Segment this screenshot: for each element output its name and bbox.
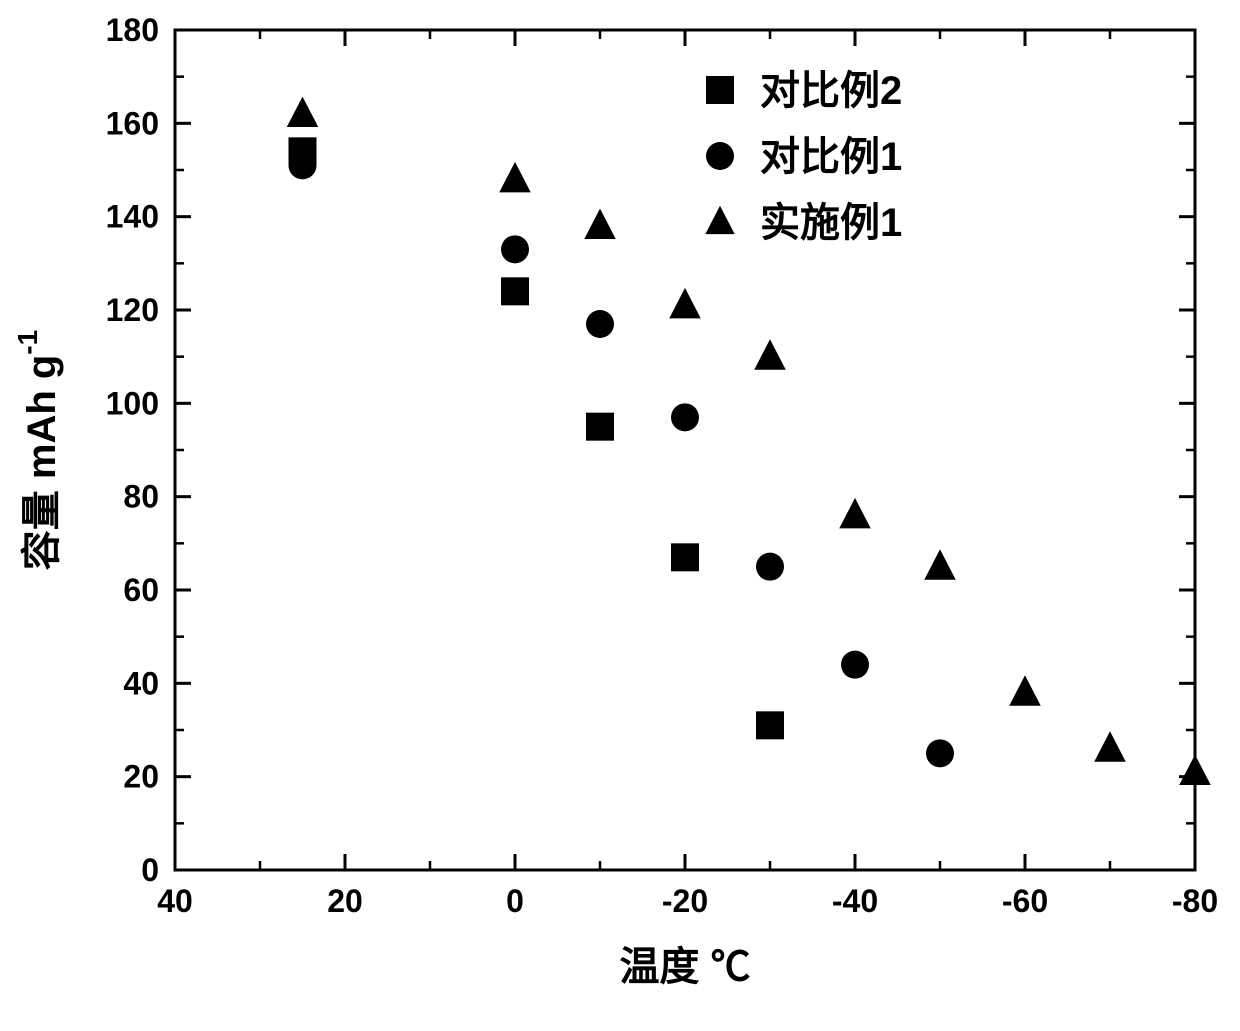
y-axis-title-sup: -1: [12, 330, 43, 355]
y-axis-title-main: 容量 mAh g: [20, 355, 64, 571]
y-tick-label: 140: [106, 199, 159, 235]
data-point: [839, 498, 871, 528]
y-tick-label: 100: [106, 385, 159, 421]
y-tick-label: 60: [123, 572, 159, 608]
data-point: [926, 739, 954, 767]
x-tick-labels: 40 20 0 -20 -40 -60 -80: [157, 883, 1218, 919]
y-tick-label: 160: [106, 105, 159, 141]
data-point: [756, 553, 784, 581]
y-tick-label: 80: [123, 479, 159, 515]
legend: 对比例2 对比例1 实施例1: [705, 69, 902, 245]
data-point: [841, 651, 869, 679]
plot-frame: [175, 30, 1195, 870]
y-tick-label: 40: [123, 665, 159, 701]
data-point: [706, 142, 734, 170]
x-tick-label: -20: [662, 883, 708, 919]
data-point: [289, 151, 317, 179]
data-series: [287, 97, 1211, 785]
y-tick-label: 120: [106, 292, 159, 328]
data-point: [754, 339, 786, 369]
y-axis-title: 容量 mAh g-1: [12, 330, 64, 570]
legend-label: 对比例1: [760, 135, 902, 179]
data-point: [671, 403, 699, 431]
legend-label: 对比例2: [760, 69, 902, 113]
x-ticks-minor: [260, 30, 1110, 870]
data-point: [586, 413, 614, 441]
data-point: [586, 310, 614, 338]
y-tick-labels: 0 20 40 60 80 100 120 140 160 180: [106, 12, 159, 888]
legend-item: 实施例1: [705, 201, 902, 245]
legend-item: 对比例2: [706, 69, 902, 113]
x-tick-label: -40: [832, 883, 878, 919]
data-point: [924, 549, 956, 579]
data-point: [287, 97, 319, 127]
data-point: [669, 288, 701, 318]
scatter-chart: 40 20 0 -20 -40 -60 -80 0 20 40 60 80 100 120 140 160 1…: [0, 0, 1240, 1031]
data-point: [499, 162, 531, 192]
data-point: [1179, 755, 1211, 785]
x-tick-label: -60: [1002, 883, 1048, 919]
x-tick-label: 20: [327, 883, 363, 919]
data-point: [1094, 731, 1126, 761]
x-ticks-major: [175, 30, 1195, 870]
data-point: [671, 543, 699, 571]
y-tick-label: 20: [123, 759, 159, 795]
legend-item: 对比例1: [706, 135, 902, 179]
y-ticks-major: [175, 30, 1195, 870]
y-ticks-minor: [175, 77, 1195, 824]
legend-label: 实施例1: [760, 201, 902, 245]
data-point: [756, 711, 784, 739]
data-point: [705, 206, 734, 234]
y-tick-label: 180: [106, 12, 159, 48]
data-point: [706, 76, 734, 104]
x-tick-label: 0: [506, 883, 524, 919]
data-point: [584, 209, 616, 239]
data-point: [501, 277, 529, 305]
data-point: [1009, 675, 1041, 705]
x-tick-label: 40: [157, 883, 193, 919]
chart-container: 40 20 0 -20 -40 -60 -80 0 20 40 60 80 100 120 140 160 1…: [0, 0, 1240, 1031]
data-point: [501, 235, 529, 263]
series-s3: [287, 97, 1211, 785]
x-tick-label: -80: [1172, 883, 1218, 919]
y-tick-label: 0: [141, 852, 159, 888]
x-axis-title: 温度 ℃: [619, 945, 750, 989]
